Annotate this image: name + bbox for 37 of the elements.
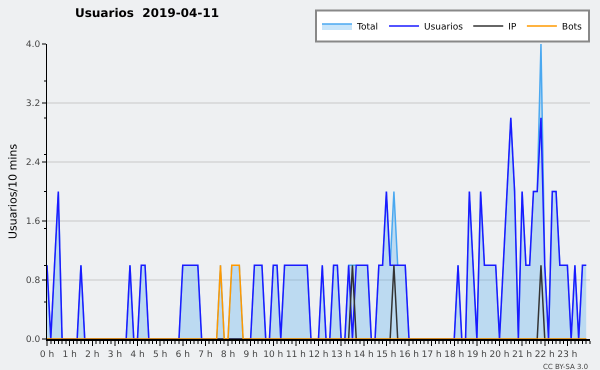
legend-label: Bots bbox=[562, 22, 582, 33]
x-tick-label: 21 h bbox=[512, 350, 532, 360]
x-tick-label: 9 h bbox=[243, 350, 258, 360]
x-tick-label: 11 h bbox=[286, 350, 306, 360]
x-tick-label: 10 h bbox=[263, 350, 284, 360]
x-tick-label: 15 h bbox=[376, 350, 396, 360]
x-tick-label: 6 h bbox=[176, 350, 190, 360]
x-tick-label: 20 h bbox=[489, 350, 510, 360]
x-tick-label: 17 h bbox=[422, 350, 442, 360]
x-tick-label: 16 h bbox=[398, 350, 420, 360]
x-tick-label: 19 h bbox=[466, 350, 487, 360]
chart-title: Usuarios 2019-04-11 bbox=[75, 6, 220, 20]
x-tick-label: 7 h bbox=[198, 350, 213, 360]
x-tick-label: 0 h bbox=[40, 350, 54, 360]
y-tick-label: 0.0 bbox=[26, 335, 40, 346]
line-series bbox=[47, 117, 587, 339]
y-tick-label: 1.6 bbox=[26, 217, 40, 228]
x-tick-label: 3 h bbox=[108, 350, 122, 360]
x-tick-label: 8 h bbox=[220, 350, 236, 360]
x-tick-label: 13 h bbox=[331, 350, 352, 360]
legend-label: Usuarios bbox=[424, 22, 464, 33]
y-tick-label: 2.4 bbox=[26, 158, 40, 168]
x-tick-label: 5 h bbox=[152, 350, 168, 360]
y-tick-label: 4.0 bbox=[26, 40, 40, 50]
x-tick-label: 1 h bbox=[62, 350, 77, 360]
y-tick-label: 0.8 bbox=[26, 276, 40, 286]
x-tick-label: 14 h bbox=[354, 350, 374, 360]
x-tick-label: 2 h bbox=[85, 350, 100, 360]
y-tick-label: 3.2 bbox=[26, 99, 40, 110]
x-tick-label: 22 h bbox=[534, 350, 555, 360]
x-tick-label: 12 h bbox=[308, 350, 329, 360]
x-tick-label: 23 h bbox=[557, 350, 578, 360]
y-axis-title: Usuarios/10 mins bbox=[6, 144, 20, 240]
x-tick-label: 4 h bbox=[130, 350, 145, 360]
legend-label: Total bbox=[356, 22, 378, 33]
x-tick-label: 18 h bbox=[444, 350, 464, 360]
legend-label: IP bbox=[508, 22, 517, 33]
